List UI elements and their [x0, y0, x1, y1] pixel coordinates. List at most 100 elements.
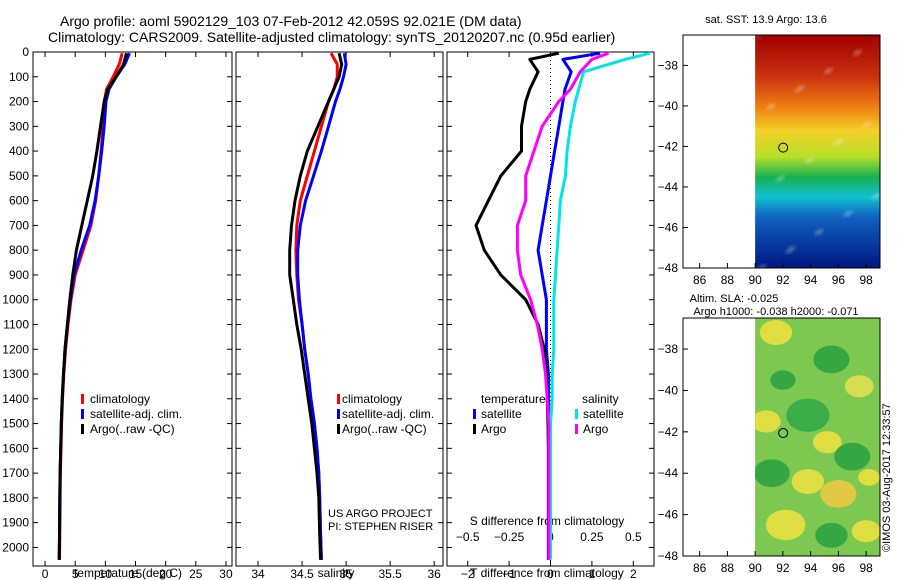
sst-texture	[846, 209, 854, 215]
legend-argo: Argo(..raw -QC)	[342, 422, 427, 436]
sst-texture	[814, 230, 822, 236]
depth-tick-label: 300	[9, 119, 29, 133]
legend-temp-argo: Argo	[481, 422, 507, 436]
sst-texture	[855, 49, 863, 55]
depth-tick-label: 1900	[2, 516, 29, 530]
sal-xtick-label: 34	[251, 567, 265, 580]
sst-xtick-label: 98	[859, 273, 873, 287]
project-label: US ARGO PROJECT	[328, 508, 433, 520]
sst-ytick-label: −42	[658, 139, 679, 153]
sst-texture	[804, 159, 812, 165]
sst-texture	[863, 122, 871, 128]
sst-texture	[875, 191, 883, 197]
sst-texture	[774, 177, 782, 183]
sst-texture	[853, 50, 861, 56]
sst-texture	[834, 140, 842, 146]
legend-temperature-heading: temperature	[481, 392, 546, 406]
depth-tick-label: 400	[9, 144, 29, 158]
sst-texture	[824, 68, 832, 74]
sst-texture	[865, 120, 873, 126]
temp-legend: climatology satellite-adj. clim. Argo(..…	[81, 392, 182, 436]
sst-texture	[873, 193, 881, 199]
sst-texture	[796, 85, 804, 91]
sla-subtitle: Argo h1000: -0.038 h2000: -0.071	[693, 306, 858, 318]
sla-anomaly-patch	[813, 345, 850, 374]
sst-texture	[756, 266, 764, 272]
sst-texture	[766, 104, 774, 110]
sla-anomaly-patch	[765, 509, 806, 541]
depth-tick-label: 0	[22, 45, 29, 59]
depth-tick-label: 200	[9, 95, 29, 109]
sst-texture	[793, 88, 801, 94]
pi-label: PI: STEPHEN RISER	[328, 521, 433, 533]
legend-satellite: satellite-adj. clim.	[90, 407, 182, 421]
sst-texture	[856, 48, 864, 54]
sst-xtick-label: 86	[693, 273, 707, 287]
sla-anomaly-patch	[759, 320, 793, 345]
sst-texture	[797, 84, 805, 90]
legend-swatch-sal-satellite	[575, 409, 578, 419]
sst-texture	[816, 228, 824, 234]
sst-texture	[832, 142, 840, 148]
legend-argo: Argo(..raw -QC)	[90, 422, 175, 436]
sla-ytick-label: −40	[658, 383, 679, 397]
sla-ytick-label: −42	[658, 425, 679, 439]
sla-blobs	[755, 320, 881, 548]
sal-xlabel: salinity	[318, 566, 355, 580]
sla-anomaly-patch	[844, 375, 874, 398]
depth-tick-label: 1300	[2, 367, 29, 381]
sst-texture	[787, 246, 795, 252]
sla-anomaly-patch	[791, 469, 825, 494]
legend-swatch-satellite	[337, 409, 340, 419]
sst-texture	[825, 67, 833, 73]
sst-texture	[785, 248, 793, 254]
depth-tick-label: 1600	[2, 441, 29, 455]
depth-tick-label: 1700	[2, 466, 29, 480]
temp-xtick-label: 30	[219, 567, 233, 580]
temp-xtick-label: 15	[129, 567, 143, 580]
sst-texture	[836, 138, 844, 144]
legend-swatch-climatology	[337, 394, 340, 404]
sst-texture	[844, 211, 852, 217]
legend-temp-satellite: satellite	[481, 407, 522, 421]
sst-texture	[768, 102, 776, 108]
diff-xlabel: T difference from climatology	[470, 566, 624, 580]
sla-xtick-label: 88	[721, 561, 735, 575]
sla-anomaly-patch	[820, 480, 857, 508]
diff-top-tick-label: 0.25	[580, 530, 604, 544]
legend-swatch-temp-argo	[473, 424, 476, 434]
diff-top-tick-label: −0.25	[494, 530, 525, 544]
depth-tick-label: 1100	[3, 317, 29, 331]
temp-xlabel: temperature (deg C)	[74, 566, 182, 580]
depth-tick-label: 1800	[2, 491, 29, 505]
legend-climatology: climatology	[342, 392, 402, 406]
diff-legend: temperature satellite Argo salinity sate…	[473, 392, 624, 436]
sst-xtick-label: 94	[804, 273, 818, 287]
depth-tick-label: 1400	[2, 392, 29, 406]
sst-xtick-label: 96	[832, 273, 846, 287]
depth-tick-label: 500	[9, 169, 29, 183]
sst-ytick-label: −48	[658, 261, 679, 275]
title-line-2: Climatology: CARS2009. Satellite-adjuste…	[48, 29, 616, 45]
sal-xtick-label: 35.5	[378, 567, 402, 580]
sst-texture	[765, 105, 773, 111]
temp-xtick-label: 20	[159, 567, 173, 580]
sla-xtick-label: 98	[859, 561, 873, 575]
legend-swatch-satellite	[81, 409, 84, 419]
temp-frame	[32, 51, 233, 567]
sst-texture	[826, 66, 834, 72]
sst-texture	[758, 264, 766, 270]
legend-swatch-temp-satellite	[473, 409, 476, 419]
sla-anomaly-patch	[858, 469, 880, 486]
sst-texture	[813, 231, 821, 237]
sla-xtick-label: 94	[804, 561, 818, 575]
sla-anomaly-patch	[815, 522, 848, 548]
diff-xtick-label: 2	[630, 567, 637, 580]
sst-texture	[843, 212, 851, 218]
sst-texture	[822, 70, 830, 76]
sla-frame	[682, 317, 881, 557]
sla-title: Altim. SLA: -0.025	[690, 293, 779, 305]
sst-texture	[775, 176, 783, 182]
sla-anomaly-patch	[786, 398, 830, 432]
sst-texture	[789, 244, 797, 250]
